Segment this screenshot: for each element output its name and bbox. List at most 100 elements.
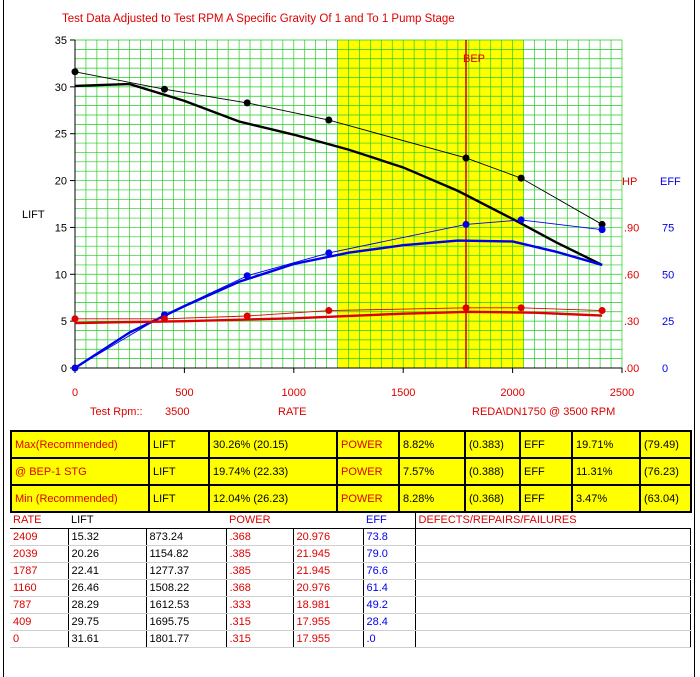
summary-eff: 11.31%: [571, 457, 641, 486]
recommended-range-band: [337, 40, 524, 368]
summary-row: @ BEP-1 STG LIFT 19.74% (22.33) POWER 7.57%(…: [10, 457, 692, 486]
eff-tick-label: 75: [662, 222, 674, 234]
cell-lift: 31.61: [68, 630, 147, 648]
cell-rate: 1160: [10, 579, 69, 597]
summary-power-label: POWER: [336, 430, 400, 459]
data-point: [325, 249, 333, 257]
table-row: 2409 15.32 873.24.368 20.976 73.8: [10, 528, 691, 546]
data-point: [517, 174, 525, 182]
summary-lift-label: LIFT: [148, 457, 210, 486]
summary-power-val: (0.383): [464, 430, 521, 459]
cell-power2: 18.981: [293, 596, 364, 614]
cell-defects: [414, 613, 691, 631]
table-row: 2039 20.26 1154.82.385 21.945 79.0: [10, 545, 691, 563]
cell-head: 1508.22: [146, 579, 227, 597]
cell-rate: 0: [10, 630, 69, 648]
y-axis-label: LIFT: [22, 209, 45, 221]
cell-lift: 26.46: [68, 579, 147, 597]
cell-power: .315: [226, 613, 294, 631]
eff-tick-label: 50: [662, 269, 674, 281]
hp-tick-label: .60: [624, 269, 639, 281]
y-tick-label: 0: [61, 363, 67, 375]
bep-label: BEP: [463, 53, 485, 65]
summary-power-label: POWER: [336, 484, 400, 513]
cell-power2: 20.976: [293, 528, 364, 546]
data-point: [598, 307, 606, 315]
cell-eff: .0: [363, 630, 416, 648]
y-tick-label: 10: [55, 269, 67, 281]
cell-power2: 21.945: [293, 562, 364, 580]
pump-model-label: REDA\DN1750 @ 3500 RPM: [472, 406, 615, 418]
x-tick-label: 2500: [610, 387, 634, 399]
summary-lift: 12.04% (26.23): [208, 484, 338, 513]
summary-eff-label: EFF: [519, 430, 573, 459]
table-row: 1160 26.46 1508.22.368 20.976 61.4: [10, 579, 691, 597]
y-tick-label: 25: [55, 129, 67, 141]
table-row: 0 31.61 1801.77.315 17.955.0: [10, 630, 691, 648]
summary-table: Max(Recommended) LIFT 30.26% (20.15) POWER 8…: [10, 430, 692, 513]
summary-eff-val: (76.23): [639, 457, 692, 486]
cell-head: 1695.75: [146, 613, 227, 631]
data-point: [462, 304, 470, 312]
data-point: [71, 68, 79, 76]
cell-rate: 1787: [10, 562, 69, 580]
summary-label: Max(Recommended): [10, 430, 150, 459]
power-header: POWER: [226, 512, 363, 529]
y-tick-label: 20: [55, 176, 67, 188]
x-tick-label: 500: [175, 387, 193, 399]
summary-label: Min (Recommended): [10, 484, 150, 513]
cell-head: 1801.77: [146, 630, 227, 648]
x-tick-label: 1000: [282, 387, 306, 399]
cell-power2: 17.955: [293, 613, 364, 631]
cell-eff: 28.4: [363, 613, 416, 631]
cell-eff: 61.4: [363, 579, 416, 597]
summary-power-label: POWER: [336, 457, 400, 486]
data-point: [325, 116, 333, 124]
cell-power: .385: [226, 545, 294, 563]
summary-lift-label: LIFT: [148, 484, 210, 513]
cell-lift: 22.41: [68, 562, 147, 580]
cell-rate: 787: [10, 596, 69, 614]
hp-tick-label: .30: [624, 316, 639, 328]
cell-defects: [414, 596, 691, 614]
series-line: [74, 82, 603, 266]
summary-lift: 30.26% (20.15): [208, 430, 338, 459]
x-tick-label: 1500: [391, 387, 415, 399]
cell-rate: 409: [10, 613, 69, 631]
summary-row: Max(Recommended) LIFT 30.26% (20.15) POWER 8…: [10, 430, 692, 459]
data-point: [598, 226, 606, 234]
data-point: [462, 154, 470, 162]
data-point: [517, 304, 525, 312]
summary-eff-val: (63.04): [639, 484, 692, 513]
table-row: 787 28.29 1612.53.333 18.981 49.2: [10, 596, 691, 614]
eff-header: EFF: [363, 512, 415, 529]
y-tick-label: 35: [55, 35, 67, 47]
cell-power: .333: [226, 596, 294, 614]
summary-label: @ BEP-1 STG: [10, 457, 150, 486]
cell-rate: 2409: [10, 528, 69, 546]
cell-defects: [414, 528, 691, 546]
report-frame: [3, 0, 695, 677]
data-point: [517, 216, 525, 224]
table-row: 409 29.75 1695.75.315 17.955 28.4: [10, 613, 691, 631]
pump-performance-chart: Test Data Adjusted to Test RPM A Specifi…: [22, 13, 681, 418]
summary-power: 8.28%: [398, 484, 466, 513]
defects-header: DEFECTS/REPAIRS/FAILURES: [414, 512, 690, 529]
cell-eff: 76.6: [363, 562, 416, 580]
summary-lift: 19.74% (22.33): [208, 457, 338, 486]
cell-lift: 20.26: [68, 545, 147, 563]
test-data-table: RATE LIFT POWER EFF DEFECTS/REPAIRS/FAIL…: [10, 512, 691, 648]
cell-lift: 29.75: [68, 613, 147, 631]
test-rpm-value: 3500: [165, 406, 189, 418]
y-tick-label: 5: [61, 316, 67, 328]
summary-eff-label: EFF: [519, 457, 573, 486]
cell-eff: 49.2: [363, 596, 416, 614]
x-tick-label: 0: [72, 387, 78, 399]
y-tick-label: 15: [55, 222, 67, 234]
cell-head: 1154.82: [146, 545, 227, 563]
cell-power: .368: [226, 528, 294, 546]
data-point: [243, 99, 251, 107]
cell-power2: 17.955: [293, 630, 364, 648]
lift-header: LIFT: [68, 512, 226, 529]
cell-power2: 20.976: [293, 579, 364, 597]
